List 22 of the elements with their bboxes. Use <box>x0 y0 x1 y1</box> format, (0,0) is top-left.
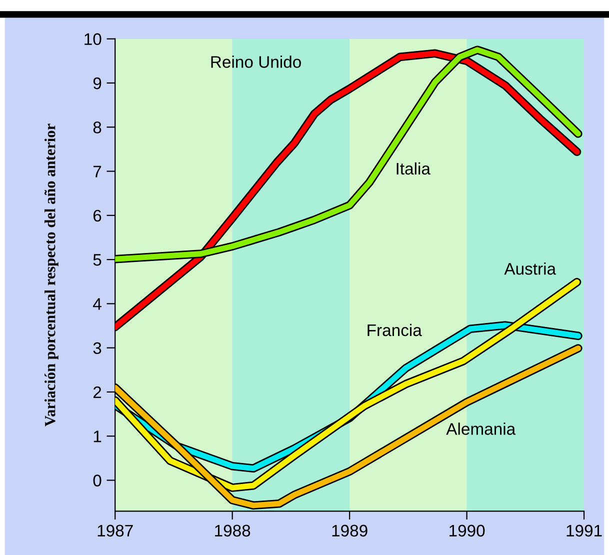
x-tick-label: 1990 <box>450 524 485 537</box>
y-tick-label: 3 <box>93 342 102 354</box>
series-label: Alemania <box>446 422 516 435</box>
text: Reino Unido <box>211 56 301 68</box>
y-tick-label: 8 <box>93 122 102 134</box>
y-tick-label: 7 <box>93 166 102 178</box>
series-label: Italia <box>396 162 430 175</box>
x-tick-label: 1991 <box>566 524 602 537</box>
y-tick-label: 4 <box>93 298 102 310</box>
y-tick-label: 0 <box>93 474 102 486</box>
x-tick-label: 1989 <box>332 524 368 537</box>
y-tick-label: 1 <box>94 430 102 442</box>
x-tick-label: 1987 <box>98 524 133 537</box>
y-axis-title: Variación porcentual respecto del año anterior <box>44 124 58 426</box>
y-tick-label: 6 <box>93 210 102 222</box>
x-tick-label: 1988 <box>215 524 250 537</box>
series-label: Austria <box>504 262 556 275</box>
y-tick-label: 2 <box>93 386 102 398</box>
y-tick-label: 5 <box>93 254 102 266</box>
series-label: Francia <box>368 324 422 336</box>
y-tick-label: 9 <box>93 77 102 90</box>
y-tick-label: 10 <box>84 33 102 46</box>
